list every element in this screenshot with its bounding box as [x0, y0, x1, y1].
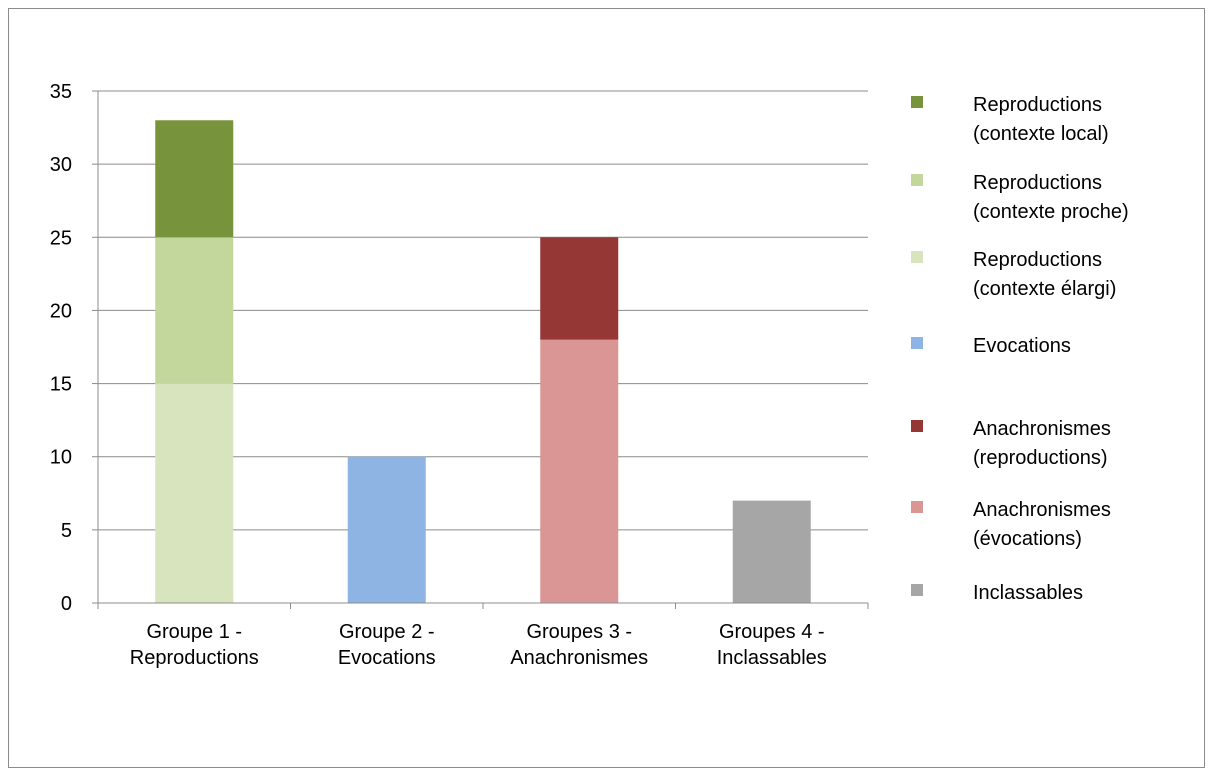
- legend-label-4-line0: Anachronismes: [973, 499, 1111, 521]
- bar-segment-cat2-series4: [540, 339, 619, 603]
- legend-label-1-line0: Reproductions: [973, 172, 1102, 194]
- x-category-label-0-line1: Reproductions: [130, 647, 259, 669]
- x-category-label-1-line1: Evocations: [338, 647, 436, 669]
- legend-label-3-line0: Evocations: [973, 335, 1071, 357]
- x-category-labels: Groupe 1 - Reproductions Groupe 2 - Evocati…: [130, 621, 827, 669]
- legend-label-0-line1: (contexte élargi): [973, 278, 1116, 300]
- bar-segment-cat0-series0: [155, 383, 234, 603]
- legend-label-2-line1: (contexte local): [973, 123, 1109, 145]
- bar-segment-cat0-series2: [155, 120, 234, 238]
- bar-segment-cat3-series6: [732, 500, 811, 603]
- x-category-label-3-line0: Groupes 4 -: [719, 621, 825, 643]
- legend-swatch-0: [911, 251, 923, 263]
- chart-frame: 0 5 10 15 20 25 30 35 Groupe 1 - Reproductions Gr…: [8, 8, 1205, 768]
- legend-label-5-line0: Anachronismes: [973, 418, 1111, 440]
- x-category-label-2-line0: Groupes 3 -: [526, 621, 632, 643]
- legend-swatch-2: [911, 96, 923, 108]
- x-category-label-2-line1: Anachronismes: [510, 647, 648, 669]
- bar-segment-cat0-series1: [155, 237, 234, 384]
- axes: [92, 90, 869, 609]
- legend-swatch-1: [911, 174, 923, 186]
- legend-label-5-line1: (reproductions): [973, 447, 1108, 469]
- y-tick-label-30: 30: [50, 154, 72, 176]
- y-tick-label-10: 10: [50, 447, 72, 469]
- y-tick-label-25: 25: [50, 227, 72, 249]
- legend-label-0-line0: Reproductions: [973, 249, 1102, 271]
- bars: [155, 120, 811, 603]
- y-tick-label-35: 35: [50, 81, 72, 103]
- x-category-label-3-line1: Inclassables: [717, 647, 827, 669]
- bar-segment-cat2-series5: [540, 237, 619, 340]
- y-tick-label-5: 5: [61, 520, 72, 542]
- legend-label-2-line0: Reproductions: [973, 94, 1102, 116]
- y-tick-label-20: 20: [50, 300, 72, 322]
- y-tick-label-0: 0: [61, 593, 72, 615]
- legend-label-4-line1: (évocations): [973, 528, 1082, 550]
- legend-label-6-line0: Inclassables: [973, 582, 1083, 604]
- y-tick-label-15: 15: [50, 374, 72, 396]
- legend: Reproductions (contexte local) Reproductio…: [911, 94, 1129, 604]
- x-category-label-1-line0: Groupe 2 -: [339, 621, 435, 643]
- legend-swatch-5: [911, 420, 923, 432]
- legend-swatch-3: [911, 337, 923, 349]
- y-tick-labels: 0 5 10 15 20 25 30 35: [50, 81, 72, 615]
- legend-label-1-line1: (contexte proche): [973, 201, 1129, 223]
- bar-segment-cat1-series3: [347, 456, 426, 603]
- legend-swatch-4: [911, 501, 923, 513]
- legend-swatch-6: [911, 584, 923, 596]
- x-category-label-0-line0: Groupe 1 -: [146, 621, 242, 643]
